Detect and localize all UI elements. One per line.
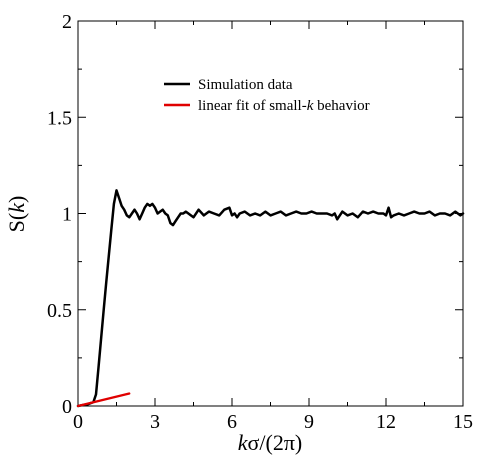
y-tick-label: 2 bbox=[62, 11, 72, 33]
x-tick-label: 15 bbox=[453, 411, 473, 433]
italic-k: k bbox=[238, 430, 249, 455]
legend-label: linear fit of small-k behavior bbox=[198, 98, 370, 114]
x-tick-label: 3 bbox=[150, 411, 160, 433]
axis-ticks: 0 3 6 9 12 15 0 0.5 1 1.5 2 bbox=[47, 11, 473, 433]
italic-k: k bbox=[4, 202, 29, 213]
legend-label: Simulation data bbox=[198, 77, 293, 93]
y-tick-label: 0 bbox=[62, 396, 72, 418]
y-tick-label: 1 bbox=[62, 204, 72, 226]
legend-italic-k: k bbox=[307, 98, 314, 114]
x-tick-label: 9 bbox=[304, 411, 314, 433]
x-axis-label: kσ/(2π) bbox=[238, 430, 303, 455]
y-tick-label: 1.5 bbox=[47, 107, 72, 129]
y-axis-label: S(k) bbox=[4, 196, 29, 233]
y-tick-label: 0.5 bbox=[47, 300, 72, 322]
series-line-linear-fit bbox=[76, 392, 131, 408]
x-tick-label: 6 bbox=[227, 411, 237, 433]
legend: Simulation data linear fit of small-k beh… bbox=[164, 77, 370, 114]
x-tick-label: 12 bbox=[376, 411, 396, 433]
series-layer bbox=[76, 189, 465, 408]
x-tick-label: 0 bbox=[73, 411, 83, 433]
series-line-simulation bbox=[76, 189, 465, 408]
